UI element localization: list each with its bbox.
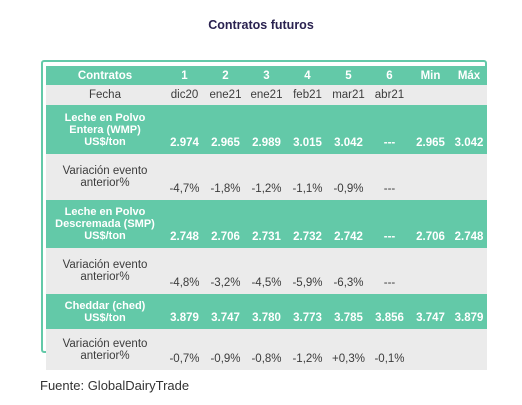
table-cell: 3.042 — [328, 105, 369, 154]
row-label-line: US$/ton — [84, 135, 126, 148]
table-cell: --- — [369, 248, 410, 294]
table-cell: -0,9% — [205, 329, 246, 370]
header-row: Contratos 1 2 3 4 5 6 Min Máx — [46, 66, 487, 85]
header-cell: 2 — [205, 66, 246, 85]
row-label-line: anterior% — [80, 349, 130, 362]
table-cell: -5,9% — [287, 248, 328, 294]
table-cell: --- — [369, 200, 410, 248]
table-cell: --- — [369, 105, 410, 154]
row-label-line: US$/ton — [84, 230, 126, 242]
table-cell — [410, 329, 451, 370]
row-label-line: anterior% — [80, 177, 130, 189]
row-label-line: Descremada (SMP) — [55, 218, 155, 230]
table-cell: 2.731 — [246, 200, 287, 248]
header-cell: Máx — [451, 66, 487, 85]
table-cell: -1,1% — [287, 154, 328, 200]
header-cell: Contratos — [46, 66, 164, 85]
table-cell: 3.015 — [287, 105, 328, 154]
table-cell: 2.732 — [287, 200, 328, 248]
wmp-variation-row: Variación evento anterior% -4,7% -1,8% -… — [46, 154, 487, 200]
source-footer: Fuente: GlobalDairyTrade — [40, 378, 190, 393]
row-label-line: US$/ton — [84, 311, 126, 324]
table-cell: abr21 — [369, 85, 410, 105]
cheddar-variation-row: Variación evento anterior% -0,7% -0,9% -… — [46, 329, 487, 370]
row-label-line: Variación evento — [62, 337, 148, 350]
table-cell: 2.748 — [164, 200, 205, 248]
futures-table-grid: Contratos 1 2 3 4 5 6 Min Máx Fecha dic2… — [46, 66, 487, 370]
table-cell: feb21 — [287, 85, 328, 105]
table-cell: 2.742 — [328, 200, 369, 248]
table-cell: 2.974 — [164, 105, 205, 154]
table-cell: 3.879 — [451, 294, 487, 329]
table-cell: mar21 — [328, 85, 369, 105]
futures-table: Contratos 1 2 3 4 5 6 Min Máx Fecha dic2… — [41, 60, 487, 370]
table-cell: 3.773 — [287, 294, 328, 329]
row-label-line: Variación evento — [62, 259, 148, 271]
row-label-line: Cheddar (ched) — [64, 299, 146, 312]
table-cell: -1,2% — [287, 329, 328, 370]
table-cell: -0,9% — [328, 154, 369, 200]
table-cell: 3.042 — [451, 105, 487, 154]
smp-row: Leche en Polvo Descremada (SMP) US$/ton … — [46, 200, 487, 248]
table-cell: ene21 — [246, 85, 287, 105]
table-cell: 3.785 — [328, 294, 369, 329]
row-label: Leche en Polvo Descremada (SMP) US$/ton — [46, 200, 164, 248]
table-cell — [451, 329, 487, 370]
row-label: Variación evento anterior% — [46, 329, 164, 370]
row-label: Cheddar (ched) US$/ton — [46, 294, 164, 329]
table-cell: 2.706 — [205, 200, 246, 248]
table-cell: -1,8% — [205, 154, 246, 200]
table-cell: 2.965 — [205, 105, 246, 154]
table-cell: -4,7% — [164, 154, 205, 200]
table-cell: 3.747 — [410, 294, 451, 329]
table-cell: 3.747 — [205, 294, 246, 329]
row-label-line: Variación evento — [62, 165, 148, 177]
table-cell — [410, 154, 451, 200]
row-label-line: Leche en Polvo — [64, 111, 146, 124]
table-cell — [451, 248, 487, 294]
row-label-line: Leche en Polvo — [64, 206, 146, 218]
table-cell: -4,5% — [246, 248, 287, 294]
table-cell — [451, 85, 487, 105]
row-label-line: anterior% — [80, 271, 130, 283]
header-cell: 5 — [328, 66, 369, 85]
cheddar-row: Cheddar (ched) US$/ton 3.879 3.747 3.780… — [46, 294, 487, 329]
header-cell: 1 — [164, 66, 205, 85]
wmp-row: Leche en Polvo Entera (WMP) US$/ton 2.97… — [46, 105, 487, 154]
table-cell: dic20 — [164, 85, 205, 105]
table-cell: -1,2% — [246, 154, 287, 200]
table-cell: 3.879 — [164, 294, 205, 329]
smp-variation-row: Variación evento anterior% -4,8% -3,2% -… — [46, 248, 487, 294]
table-cell: 2.989 — [246, 105, 287, 154]
table-cell: +0,3% — [328, 329, 369, 370]
row-label: Fecha — [46, 85, 164, 105]
table-cell: 2.748 — [451, 200, 487, 248]
table-cell: 3.780 — [246, 294, 287, 329]
table-cell: -4,8% — [164, 248, 205, 294]
table-cell: ene21 — [205, 85, 246, 105]
row-label-line: Entera (WMP) — [69, 123, 141, 136]
table-cell: 2.706 — [410, 200, 451, 248]
header-cell: 4 — [287, 66, 328, 85]
table-cell: -0,8% — [246, 329, 287, 370]
row-label: Variación evento anterior% — [46, 154, 164, 200]
table-cell: 2.965 — [410, 105, 451, 154]
header-cell: 6 — [369, 66, 410, 85]
header-cell: Min — [410, 66, 451, 85]
row-label: Variación evento anterior% — [46, 248, 164, 294]
table-cell: --- — [369, 154, 410, 200]
page-title: Contratos futuros — [208, 18, 314, 32]
table-cell: -6,3% — [328, 248, 369, 294]
fecha-row: Fecha dic20 ene21 ene21 feb21 mar21 abr2… — [46, 85, 487, 105]
table-cell: -3,2% — [205, 248, 246, 294]
table-cell: 3.856 — [369, 294, 410, 329]
table-cell — [410, 85, 451, 105]
table-cell — [451, 154, 487, 200]
table-cell: -0,1% — [369, 329, 410, 370]
table-cell: -0,7% — [164, 329, 205, 370]
header-cell: 3 — [246, 66, 287, 85]
table-cell — [410, 248, 451, 294]
row-label: Leche en Polvo Entera (WMP) US$/ton — [46, 105, 164, 154]
